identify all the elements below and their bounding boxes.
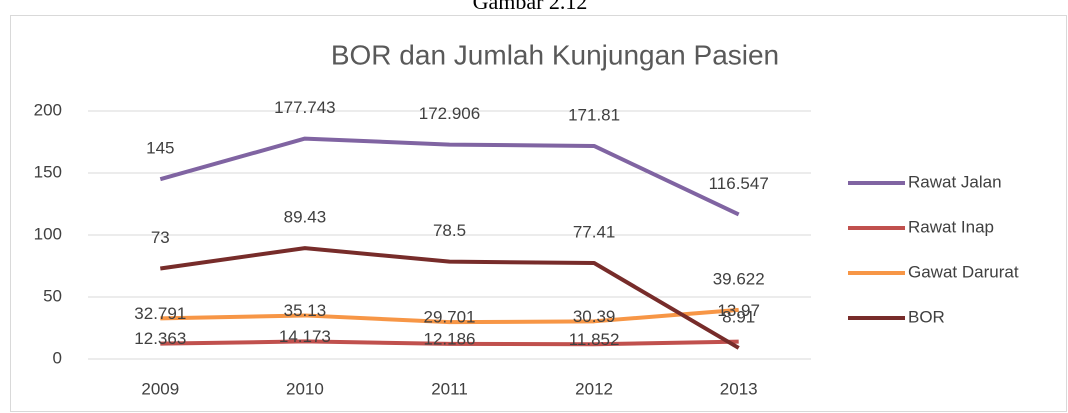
x-tick-label: 2011 (431, 379, 468, 398)
y-tick-label: 100 (34, 224, 62, 243)
data-label: 171.81 (568, 105, 620, 124)
y-tick-label: 150 (34, 162, 62, 181)
legend-label: Rawat Jalan (908, 172, 1002, 191)
data-label: 77.41 (573, 222, 616, 241)
data-label: 145 (146, 139, 174, 158)
y-tick-label: 200 (34, 100, 62, 119)
x-tick-label: 2009 (141, 379, 179, 398)
y-tick-label: 50 (43, 286, 62, 305)
data-label: 11.852 (569, 330, 620, 349)
data-label: 13.97 (717, 301, 760, 320)
chart-title: BOR dan Jumlah Kunjungan Pasien (331, 39, 779, 70)
series-line (159, 136, 740, 217)
data-label: 39.622 (713, 269, 765, 288)
chart-border (10, 15, 1067, 412)
caption: Gambar 2.12 (473, 0, 588, 14)
data-label: 12.363 (134, 329, 186, 348)
data-label: 177.743 (274, 98, 335, 117)
series-line (160, 307, 739, 325)
data-label: 89.43 (284, 208, 327, 227)
data-label: 32.791 (134, 304, 186, 323)
data-label: 29.701 (424, 308, 476, 327)
data-label: 12.186 (424, 329, 476, 348)
y-tick-label: 0 (53, 348, 62, 367)
data-label: 30.39 (573, 307, 616, 326)
x-tick-label: 2010 (286, 379, 324, 398)
data-label: 35.13 (284, 301, 327, 320)
data-label: 172.906 (419, 104, 480, 123)
series-line (160, 339, 739, 347)
series-line (160, 246, 740, 350)
legend-label: Rawat Inap (908, 217, 994, 236)
legend-label: Gawat Darurat (908, 262, 1019, 281)
x-tick-label: 2012 (575, 379, 613, 398)
data-label: 116.547 (709, 174, 769, 193)
data-label: 8.91 (722, 307, 755, 326)
x-tick-label: 2013 (720, 379, 758, 398)
data-label: 78.5 (433, 221, 466, 240)
data-label: 73 (151, 228, 170, 247)
legend-label: BOR (908, 307, 945, 326)
data-label: 14.173 (279, 327, 331, 346)
